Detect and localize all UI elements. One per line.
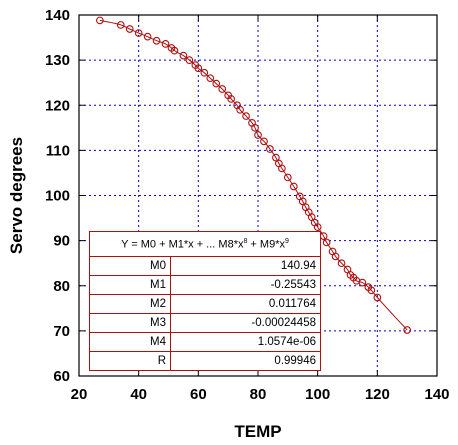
data-point xyxy=(403,326,412,334)
y-tick-label: 110 xyxy=(46,142,70,159)
data-point xyxy=(170,46,179,55)
fit-equation-mid: + M9*x xyxy=(247,238,285,251)
data-point xyxy=(116,21,125,29)
y-tick-label: 100 xyxy=(45,188,70,205)
coef-name: M0 xyxy=(89,256,171,276)
data-point xyxy=(278,164,286,173)
x-tick-label: 20 xyxy=(71,386,88,403)
coef-row-m3: M3 -0.00024458 xyxy=(89,313,321,333)
data-point xyxy=(125,25,134,33)
data-point xyxy=(242,112,250,120)
data-point xyxy=(134,29,143,37)
fit-results-table: Y = M0 + M1*x + ... M8*x8 + M9*x9 M0 140… xyxy=(89,231,321,371)
data-point xyxy=(161,40,170,48)
fit-equation-exponent-1: 8 xyxy=(243,237,248,245)
data-point xyxy=(251,123,259,132)
y-tick-label: 130 xyxy=(45,52,70,69)
data-point xyxy=(358,278,367,287)
coef-row-m4: M4 1.0574e-06 xyxy=(89,332,321,352)
data-point xyxy=(200,68,209,77)
data-point xyxy=(266,145,274,153)
r-name: R xyxy=(89,351,171,371)
y-tick-label: 90 xyxy=(53,233,70,250)
data-point xyxy=(283,173,292,182)
data-point xyxy=(313,223,322,231)
data-point xyxy=(254,131,262,139)
tick-marks xyxy=(78,14,438,377)
data-point xyxy=(143,32,152,41)
x-tick-label: 40 xyxy=(130,386,147,403)
fit-equation: Y = M0 + M1*x + ... M8*x8 + M9*x9 xyxy=(89,231,321,257)
x-tick-label: 60 xyxy=(190,386,207,403)
coef-name: M3 xyxy=(89,313,171,333)
coef-name: M1 xyxy=(89,275,171,295)
data-point xyxy=(322,238,331,247)
r-value: 0.99946 xyxy=(170,351,321,371)
x-tick-label: 80 xyxy=(250,386,267,403)
coef-name: M4 xyxy=(89,332,171,352)
data-point xyxy=(337,259,346,268)
coef-row-m0: M0 140.94 xyxy=(89,256,321,276)
x-tick-label: 120 xyxy=(365,386,390,403)
y-tick-label: 80 xyxy=(53,278,70,295)
data-point xyxy=(185,56,194,64)
coef-value: 0.011764 xyxy=(170,294,321,314)
data-point xyxy=(206,74,215,83)
data-point xyxy=(227,95,235,103)
data-point xyxy=(289,182,298,191)
data-point xyxy=(373,293,382,302)
x-tick-label: 100 xyxy=(305,386,330,403)
r-row: R 0.99946 xyxy=(89,351,321,371)
fit-equation-prefix: Y = M0 + M1*x + ... M8*x xyxy=(121,238,244,251)
x-axis-title: TEMP xyxy=(234,422,281,441)
coef-value: 1.0574e-06 xyxy=(170,332,321,352)
data-point xyxy=(152,36,161,45)
fit-equation-exponent-2: 9 xyxy=(284,237,289,245)
data-points xyxy=(96,16,412,334)
y-tick-label: 60 xyxy=(53,368,70,385)
fit-equation-row: Y = M0 + M1*x + ... M8*x8 + M9*x9 xyxy=(89,231,321,257)
coef-value: 140.94 xyxy=(170,256,321,276)
coef-row-m1: M1 -0.25543 xyxy=(89,275,321,295)
data-point xyxy=(194,64,203,73)
data-point xyxy=(96,16,104,25)
coef-value: -0.00024458 xyxy=(170,313,321,333)
data-point xyxy=(260,137,268,146)
y-tick-label: 120 xyxy=(45,97,70,114)
coef-name: M2 xyxy=(89,294,171,314)
x-tick-label: 140 xyxy=(424,386,449,403)
data-point xyxy=(236,105,244,114)
data-point xyxy=(367,286,376,295)
data-point xyxy=(272,153,280,162)
tick-labels: 20 40 60 80 100 120 140 60 70 80 90 100 110 120 130 140 xyxy=(45,7,450,403)
y-tick-label: 140 xyxy=(45,7,70,24)
data-point xyxy=(212,79,221,88)
coef-value: -0.25543 xyxy=(170,275,321,295)
coef-row-m2: M2 0.011764 xyxy=(89,294,321,314)
data-point xyxy=(179,51,188,60)
data-point xyxy=(298,197,307,206)
y-axis-title: Servo degrees xyxy=(7,137,26,254)
y-tick-label: 70 xyxy=(53,323,70,340)
data-point xyxy=(218,85,227,93)
data-point xyxy=(331,252,340,261)
